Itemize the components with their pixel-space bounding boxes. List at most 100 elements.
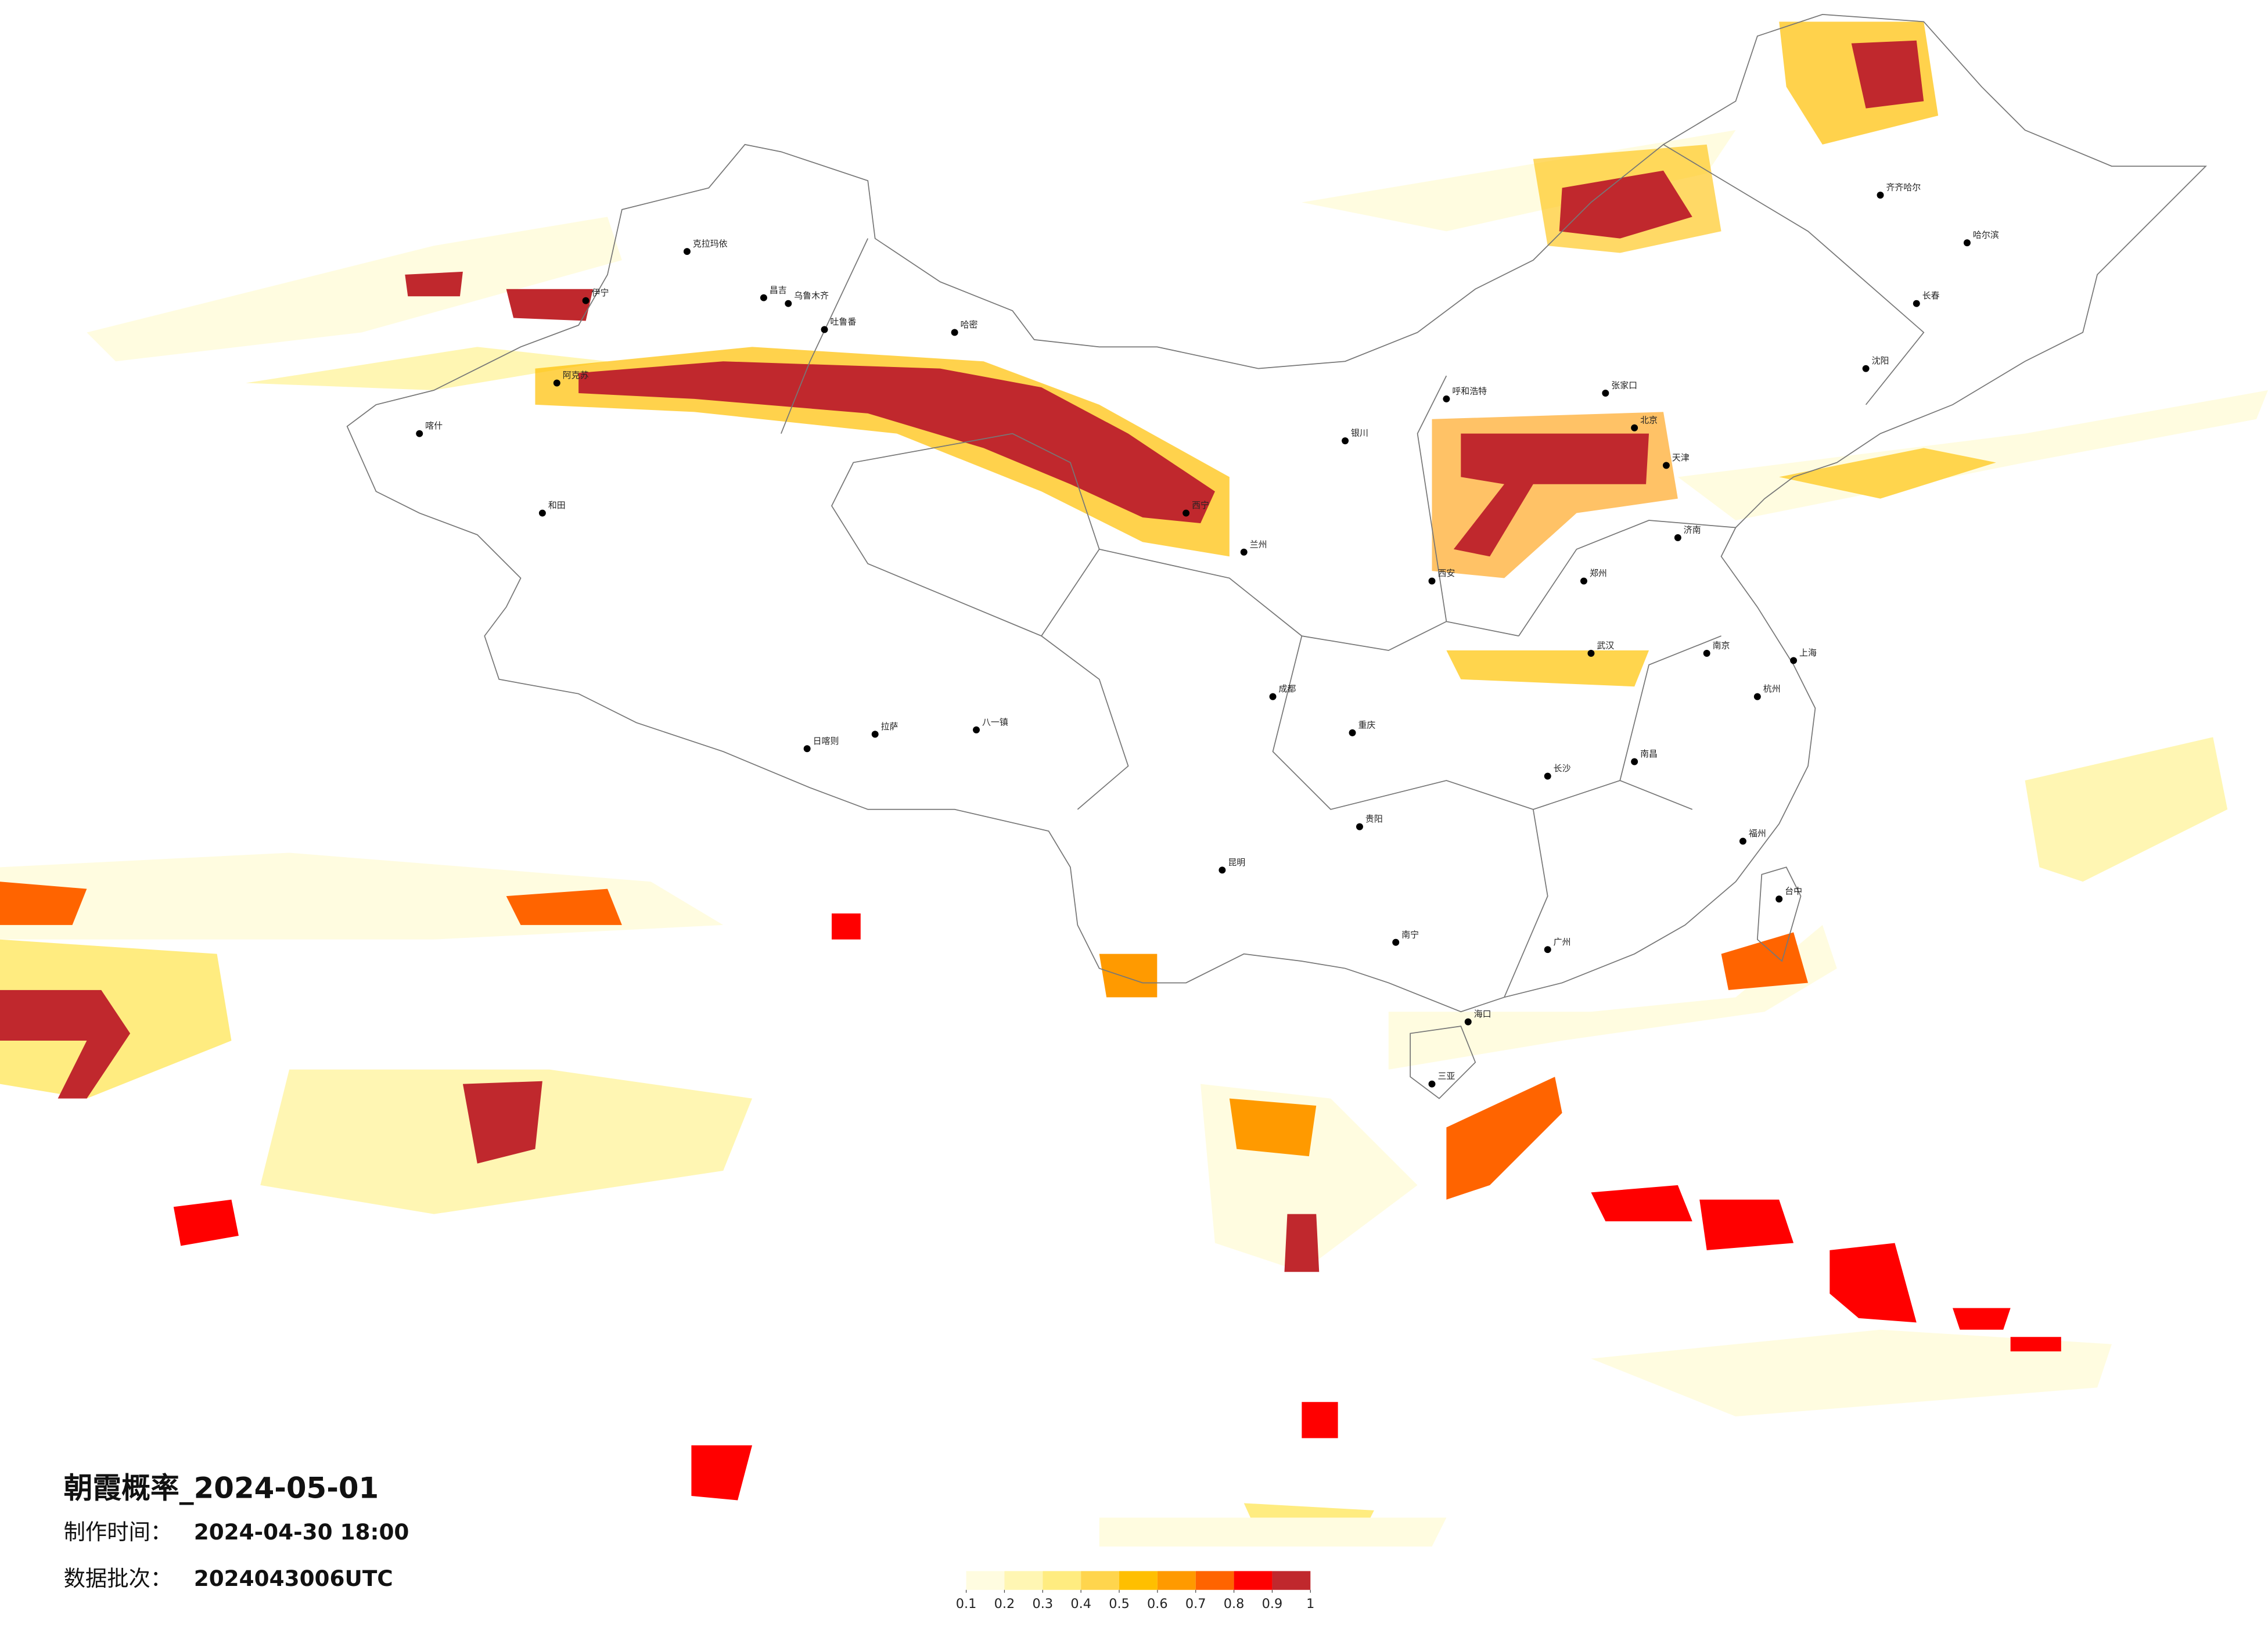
city-dot [1587, 650, 1595, 657]
city-label: 长沙 [1554, 763, 1571, 774]
city-label: 重庆 [1358, 720, 1375, 730]
city-dot [785, 300, 792, 307]
city-dot [803, 745, 811, 753]
city-dot [416, 430, 423, 437]
legend-tick-label: 0.5 [1109, 1596, 1130, 1611]
city-label: 乌鲁木齐 [794, 290, 829, 301]
city-label: 沈阳 [1872, 355, 1889, 366]
city-dot [1631, 758, 1638, 765]
city-label: 日喀则 [813, 736, 839, 746]
city-label: 呼和浩特 [1452, 386, 1487, 396]
batch-label: 数据批次： [64, 1566, 172, 1591]
city-dot [1631, 424, 1638, 431]
city-dot [1674, 534, 1681, 541]
legend-tick-label: 0.4 [1070, 1596, 1091, 1611]
city-label: 武汉 [1597, 641, 1614, 651]
city-label: 喀什 [425, 420, 443, 431]
legend-tick-label: 0.2 [994, 1596, 1015, 1611]
city-label: 上海 [1799, 647, 1817, 658]
legend-bin [1157, 1571, 1196, 1590]
city-label: 齐齐哈尔 [1886, 182, 1921, 193]
legend-bin [1195, 1571, 1234, 1590]
boundaries [346, 14, 2207, 1099]
city-dot [1219, 866, 1226, 874]
city-label: 南昌 [1640, 749, 1658, 759]
city-dot [1790, 657, 1798, 664]
city-dot [538, 509, 546, 517]
city-label: 郑州 [1590, 568, 1607, 578]
city-dot [1963, 239, 1971, 247]
city-dot [1342, 437, 1349, 445]
city-label: 天津 [1672, 452, 1690, 463]
city-label: 昆明 [1228, 857, 1245, 868]
city-label: 长春 [1922, 290, 1940, 301]
city-dot [1269, 693, 1277, 700]
city-label: 八一镇 [982, 717, 1008, 727]
city-dot [1739, 837, 1746, 845]
city-label: 伊宁 [592, 287, 609, 298]
city-label: 哈尔滨 [1973, 230, 1999, 240]
city-label: 杭州 [1763, 684, 1781, 694]
legend-tick-label: 0.8 [1224, 1596, 1245, 1611]
city-dot [1877, 192, 1884, 199]
city-label: 银川 [1351, 428, 1368, 438]
city-label: 南京 [1713, 641, 1730, 651]
city-label: 北京 [1640, 415, 1658, 425]
city-dot [1428, 1080, 1436, 1088]
legend-tick-label: 0.1 [956, 1596, 977, 1611]
city-label: 拉萨 [881, 721, 898, 732]
city-dot [1428, 577, 1436, 585]
city-dot [1775, 895, 1783, 903]
title: 朝霞概率_2024-05-01 [64, 1472, 379, 1505]
city-label: 广州 [1554, 937, 1571, 947]
city-dot [951, 329, 958, 336]
made-time-value: 2024-04-30 18:00 [194, 1519, 409, 1545]
legend-bin [966, 1571, 1005, 1590]
city-dot [1913, 300, 1920, 307]
legend-tick-label: 0.6 [1147, 1596, 1168, 1611]
legend-bin [1119, 1571, 1158, 1590]
city-dot [1580, 577, 1587, 585]
city-dot [1464, 1018, 1472, 1026]
city-label: 兰州 [1250, 539, 1267, 549]
city-dot [821, 326, 828, 333]
batch-value: 2024043006UTC [194, 1566, 393, 1591]
city-label: 三亚 [1437, 1071, 1455, 1081]
city-label: 济南 [1684, 524, 1701, 535]
city-dot [760, 294, 767, 301]
city-label: 和田 [548, 500, 566, 510]
city-label: 南宁 [1401, 929, 1419, 940]
legend-bin [1043, 1571, 1081, 1590]
city-label: 张家口 [1611, 380, 1637, 391]
city-label: 台中 [1785, 886, 1802, 897]
city-dot [1544, 772, 1551, 780]
legend-bin [1272, 1571, 1311, 1590]
city-dot [871, 731, 879, 738]
city-dot [1356, 823, 1363, 830]
city-label: 克拉玛依 [693, 239, 728, 249]
legend: 0.1 0.2 0.3 0.4 0.5 0.6 0.7 0.8 0.9 1 [956, 1571, 1314, 1611]
city-label: 成都 [1279, 684, 1296, 694]
city-dot [683, 248, 691, 256]
legend-tick-label: 1 [1306, 1596, 1314, 1611]
made-time-label: 制作时间： [64, 1519, 172, 1545]
city-dot [1862, 365, 1870, 372]
city-dot [1240, 548, 1248, 556]
city-label: 西安 [1437, 568, 1455, 578]
city-dot [1753, 693, 1761, 700]
city-dot [1182, 509, 1190, 517]
legend-tick-label: 0.3 [1032, 1596, 1053, 1611]
city-label: 西宁 [1192, 500, 1209, 510]
legend-bin [1081, 1571, 1120, 1590]
city-label: 阿克苏 [563, 370, 589, 380]
city-dot [1703, 650, 1710, 657]
legend-tick-label: 0.9 [1262, 1596, 1283, 1611]
city-dot [582, 297, 590, 304]
city-dot [1392, 938, 1400, 946]
city-dot [1349, 729, 1356, 736]
legend-tick-label: 0.7 [1185, 1596, 1206, 1611]
